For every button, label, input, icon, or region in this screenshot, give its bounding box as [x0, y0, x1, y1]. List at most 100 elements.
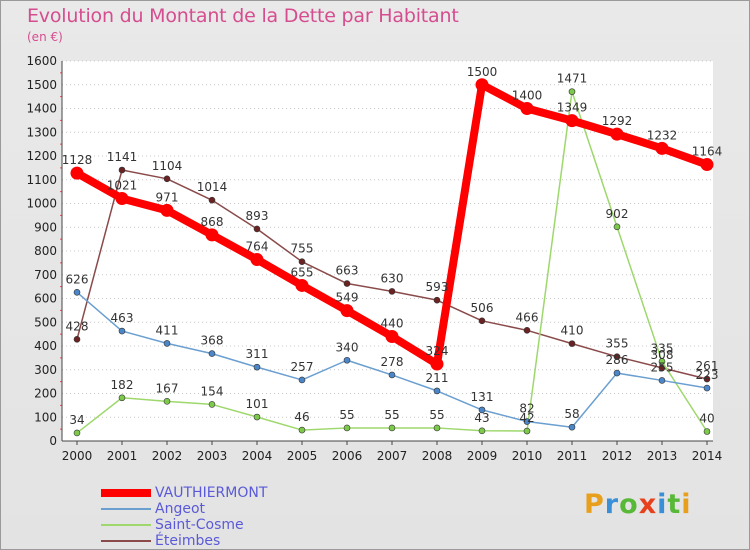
logo-letter: o	[619, 489, 639, 520]
y-tick-label: 1500	[26, 78, 57, 92]
data-point	[298, 426, 306, 434]
data-point	[118, 394, 126, 402]
data-point	[703, 375, 711, 383]
legend-swatch	[101, 508, 151, 510]
data-label: 255	[651, 360, 674, 374]
legend-label: Éteimbes	[155, 533, 221, 549]
data-point	[478, 427, 486, 435]
data-label: 55	[339, 408, 354, 422]
y-tick-label: 1400	[26, 102, 57, 116]
data-label: 40	[699, 412, 714, 426]
data-label: 1128	[62, 153, 93, 167]
data-point	[568, 340, 576, 347]
x-tick-label: 2000	[62, 449, 93, 463]
legend-swatch	[101, 540, 151, 542]
data-point	[568, 423, 576, 431]
data-point	[253, 225, 261, 233]
legend-item: Saint-Cosme	[101, 517, 341, 533]
data-point	[253, 363, 261, 371]
data-label: 154	[201, 384, 224, 398]
logo-letter: P	[584, 489, 605, 520]
data-point	[250, 253, 264, 267]
data-point	[613, 223, 621, 231]
data-point	[340, 304, 354, 318]
data-label: 1164	[692, 145, 723, 159]
data-point	[118, 166, 126, 174]
x-tick-label: 2010	[512, 449, 543, 463]
data-point	[343, 424, 351, 432]
x-tick-label: 2007	[377, 449, 408, 463]
y-tick-label: 1300	[26, 125, 57, 139]
y-tick-label: 1600	[26, 54, 57, 68]
y-tick-label: 400	[34, 339, 57, 353]
x-tick-label: 2006	[332, 449, 363, 463]
data-point	[385, 330, 399, 343]
data-point	[568, 88, 576, 95]
data-label: 893	[246, 209, 269, 223]
logo-letter: t	[667, 489, 682, 520]
legend-item: Éteimbes	[101, 533, 341, 549]
data-label: 630	[381, 271, 404, 285]
data-label: 368	[201, 334, 224, 348]
data-point	[70, 166, 84, 180]
data-point	[523, 327, 531, 334]
data-point	[253, 413, 261, 421]
legend-label: VAUTHIERMONT	[155, 485, 268, 501]
data-label: 335	[651, 341, 674, 355]
y-tick-label: 1200	[26, 149, 57, 163]
data-point	[388, 288, 396, 295]
data-label: 42	[519, 411, 534, 425]
data-label: 58	[564, 407, 579, 421]
legend-label: Angeot	[155, 501, 206, 517]
data-label: 1500	[467, 65, 498, 79]
data-label: 1349	[557, 101, 588, 115]
data-point	[118, 327, 126, 335]
data-point	[73, 429, 81, 437]
data-point	[478, 317, 486, 325]
x-tick-label: 2011	[557, 449, 588, 463]
logo-letter: x	[638, 489, 658, 520]
line-chart: 0 100 200 300 400 500 600 700 800 900 1000 1100 1200…	[26, 54, 723, 463]
logo-letter: i	[657, 489, 668, 520]
data-label: 131	[471, 390, 494, 404]
data-label: 286	[606, 353, 629, 367]
data-label: 593	[426, 280, 449, 294]
y-tick-label: 800	[34, 244, 57, 258]
data-point	[565, 114, 579, 128]
chart-unit: (en €)	[27, 30, 63, 44]
x-tick-label: 2004	[242, 449, 273, 463]
data-point	[208, 196, 216, 204]
data-point	[433, 296, 441, 304]
legend-label: Saint-Cosme	[155, 517, 244, 533]
data-label: 655	[291, 265, 314, 279]
y-tick-label: 900	[34, 220, 57, 234]
data-label: 55	[384, 408, 399, 422]
data-label: 1471	[557, 72, 588, 86]
data-point	[205, 228, 219, 242]
data-point	[160, 203, 174, 217]
data-point	[658, 364, 666, 372]
proxiti-logo: Proxiti	[584, 489, 692, 520]
data-point	[115, 192, 129, 206]
legend-item: Angeot	[101, 501, 341, 517]
data-label: 764	[246, 240, 269, 254]
data-point	[388, 371, 396, 379]
data-label: 46	[294, 410, 309, 424]
data-label: 1021	[107, 179, 138, 193]
y-tick-label: 600	[34, 292, 57, 306]
data-label: 43	[474, 411, 489, 425]
x-tick-label: 2014	[692, 449, 723, 463]
y-tick-label: 1000	[26, 197, 57, 211]
y-tick-label: 700	[34, 268, 57, 282]
data-point	[343, 280, 351, 287]
data-label: 1292	[602, 114, 633, 128]
data-point	[520, 102, 534, 115]
data-point	[658, 377, 666, 384]
y-tick-label: 200	[34, 387, 57, 401]
data-label: 626	[66, 272, 89, 286]
data-point	[475, 78, 489, 92]
data-point	[613, 353, 621, 360]
data-label: 261	[696, 359, 719, 373]
y-tick-label: 0	[49, 434, 57, 448]
data-point	[298, 258, 306, 265]
